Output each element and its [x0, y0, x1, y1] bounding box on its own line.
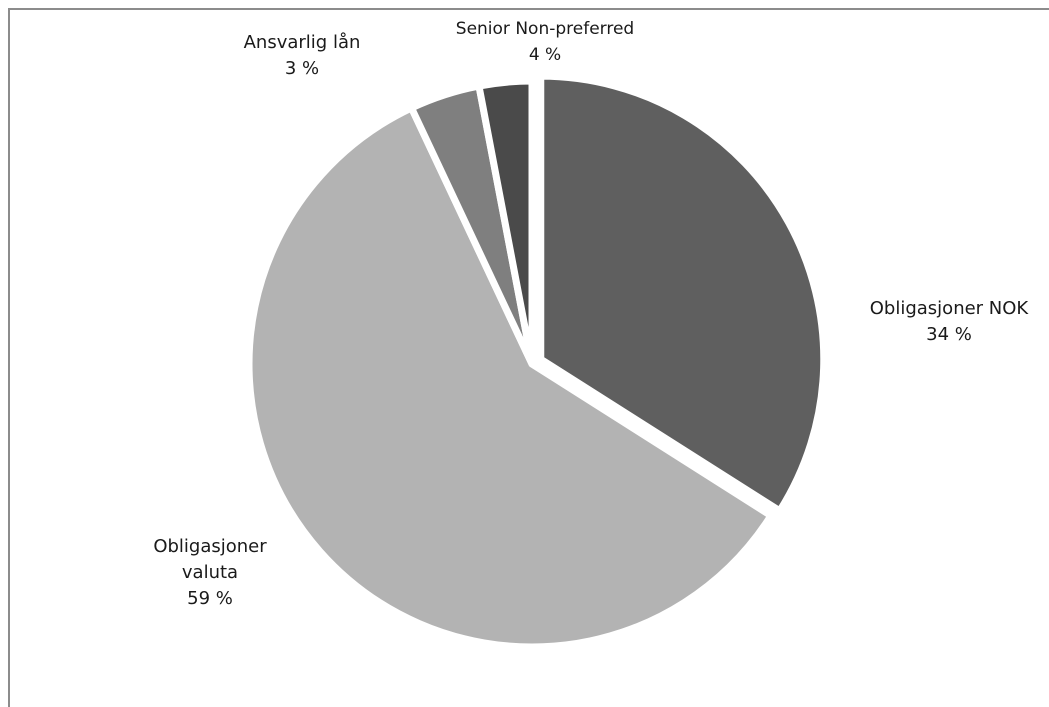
pie-slice-ansvarlig-lan [474, 77, 536, 365]
label-senior-non-preferred: Senior Non-preferred 4 % [420, 16, 670, 68]
label-obligasjoner-nok-value: 34 % [926, 324, 972, 345]
label-obligasjoner-nok-name: Obligasjoner NOK [869, 298, 1029, 319]
label-senior-non-preferred-value: 4 % [528, 45, 562, 65]
label-obligasjoner-valuta-name: Obligasjoner valuta [153, 536, 267, 583]
label-obligasjoner-valuta: Obligasjoner valuta 59 % [110, 534, 310, 612]
label-ansvarlig-lan-name: Ansvarlig lån [243, 32, 361, 53]
label-obligasjoner-nok: Obligasjoner NOK 34 % [842, 296, 1049, 348]
label-ansvarlig-lan-value: 3 % [284, 58, 320, 79]
pie-slice-obligasjoner-valuta [245, 103, 776, 651]
label-ansvarlig-lan: Ansvarlig lån 3 % [232, 30, 372, 82]
label-obligasjoner-valuta-value: 59 % [187, 588, 233, 609]
label-senior-non-preferred-name: Senior Non-preferred [455, 19, 635, 39]
pie-slice-obligasjoner-nok [537, 72, 828, 516]
